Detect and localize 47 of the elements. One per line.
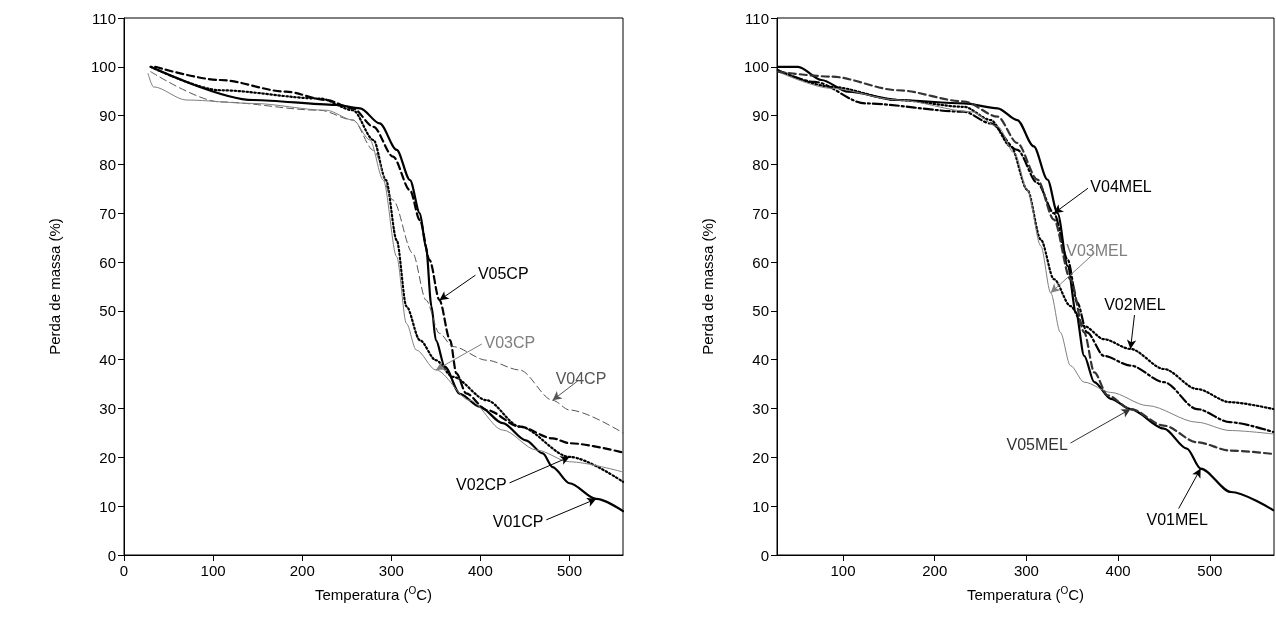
y-tick-label: 10 (752, 497, 769, 515)
y-tick-label: 70 (752, 204, 769, 222)
y-axis-title: Perda de massa (%) (699, 218, 716, 355)
y-tick-label: 80 (752, 155, 769, 173)
x-tick-label: 300 (1013, 562, 1039, 579)
x-tick-label: 0 (119, 562, 129, 579)
text: V01CP (492, 512, 544, 530)
series-label: V03MEL (1066, 242, 1128, 260)
y-tick-label: 100 (743, 58, 769, 76)
series-label: V02MEL (1104, 295, 1166, 313)
x-tick-label: 100 (830, 562, 856, 579)
y-tick-label: 60 (99, 253, 116, 271)
x-tick-label: 300 (378, 562, 404, 579)
x-tick-label: 500 (557, 562, 583, 579)
series-label: V04CP (555, 369, 607, 387)
y-tick-label: 20 (752, 448, 769, 466)
y-tick-label: 70 (99, 204, 116, 222)
y-tick-label: 50 (752, 302, 769, 320)
y-tick-label: 90 (752, 107, 769, 125)
y-tick-label: 20 (99, 448, 116, 466)
y-axis-title: Perda de massa (%) (46, 218, 63, 355)
y-tick-label: 0 (760, 546, 769, 564)
y-tick-label: 110 (92, 9, 116, 27)
y-tick-label: 100 (90, 58, 116, 76)
text: V05MEL (1006, 436, 1068, 454)
text: V05CP (477, 264, 529, 282)
y-tick-label: 110 (745, 9, 769, 27)
text: V02CP (456, 475, 507, 493)
text: V03CP (484, 334, 536, 351)
x-tick-label: 200 (289, 562, 315, 579)
y-tick-label: 80 (99, 155, 116, 173)
y-tick-label: 30 (99, 400, 116, 418)
y-tick-label: 50 (99, 302, 116, 320)
y-tick-label: 40 (752, 351, 769, 369)
series-label: V01MEL (1146, 510, 1208, 528)
y-tick-label: 90 (99, 107, 116, 125)
y-tick-label: 60 (752, 253, 769, 271)
y-tick-label: 40 (99, 351, 116, 369)
text: V04MEL (1090, 178, 1152, 195)
x-tick-label: 400 (467, 562, 493, 579)
x-tick-label: 400 (1105, 562, 1131, 579)
x-tick-label: 200 (922, 562, 948, 579)
y-tick-label: 30 (752, 400, 769, 418)
y-tick-label: 10 (99, 497, 116, 515)
y-tick-label: 0 (107, 546, 116, 564)
x-tick-label: 500 (1197, 562, 1223, 579)
x-tick-label: 100 (200, 562, 226, 579)
